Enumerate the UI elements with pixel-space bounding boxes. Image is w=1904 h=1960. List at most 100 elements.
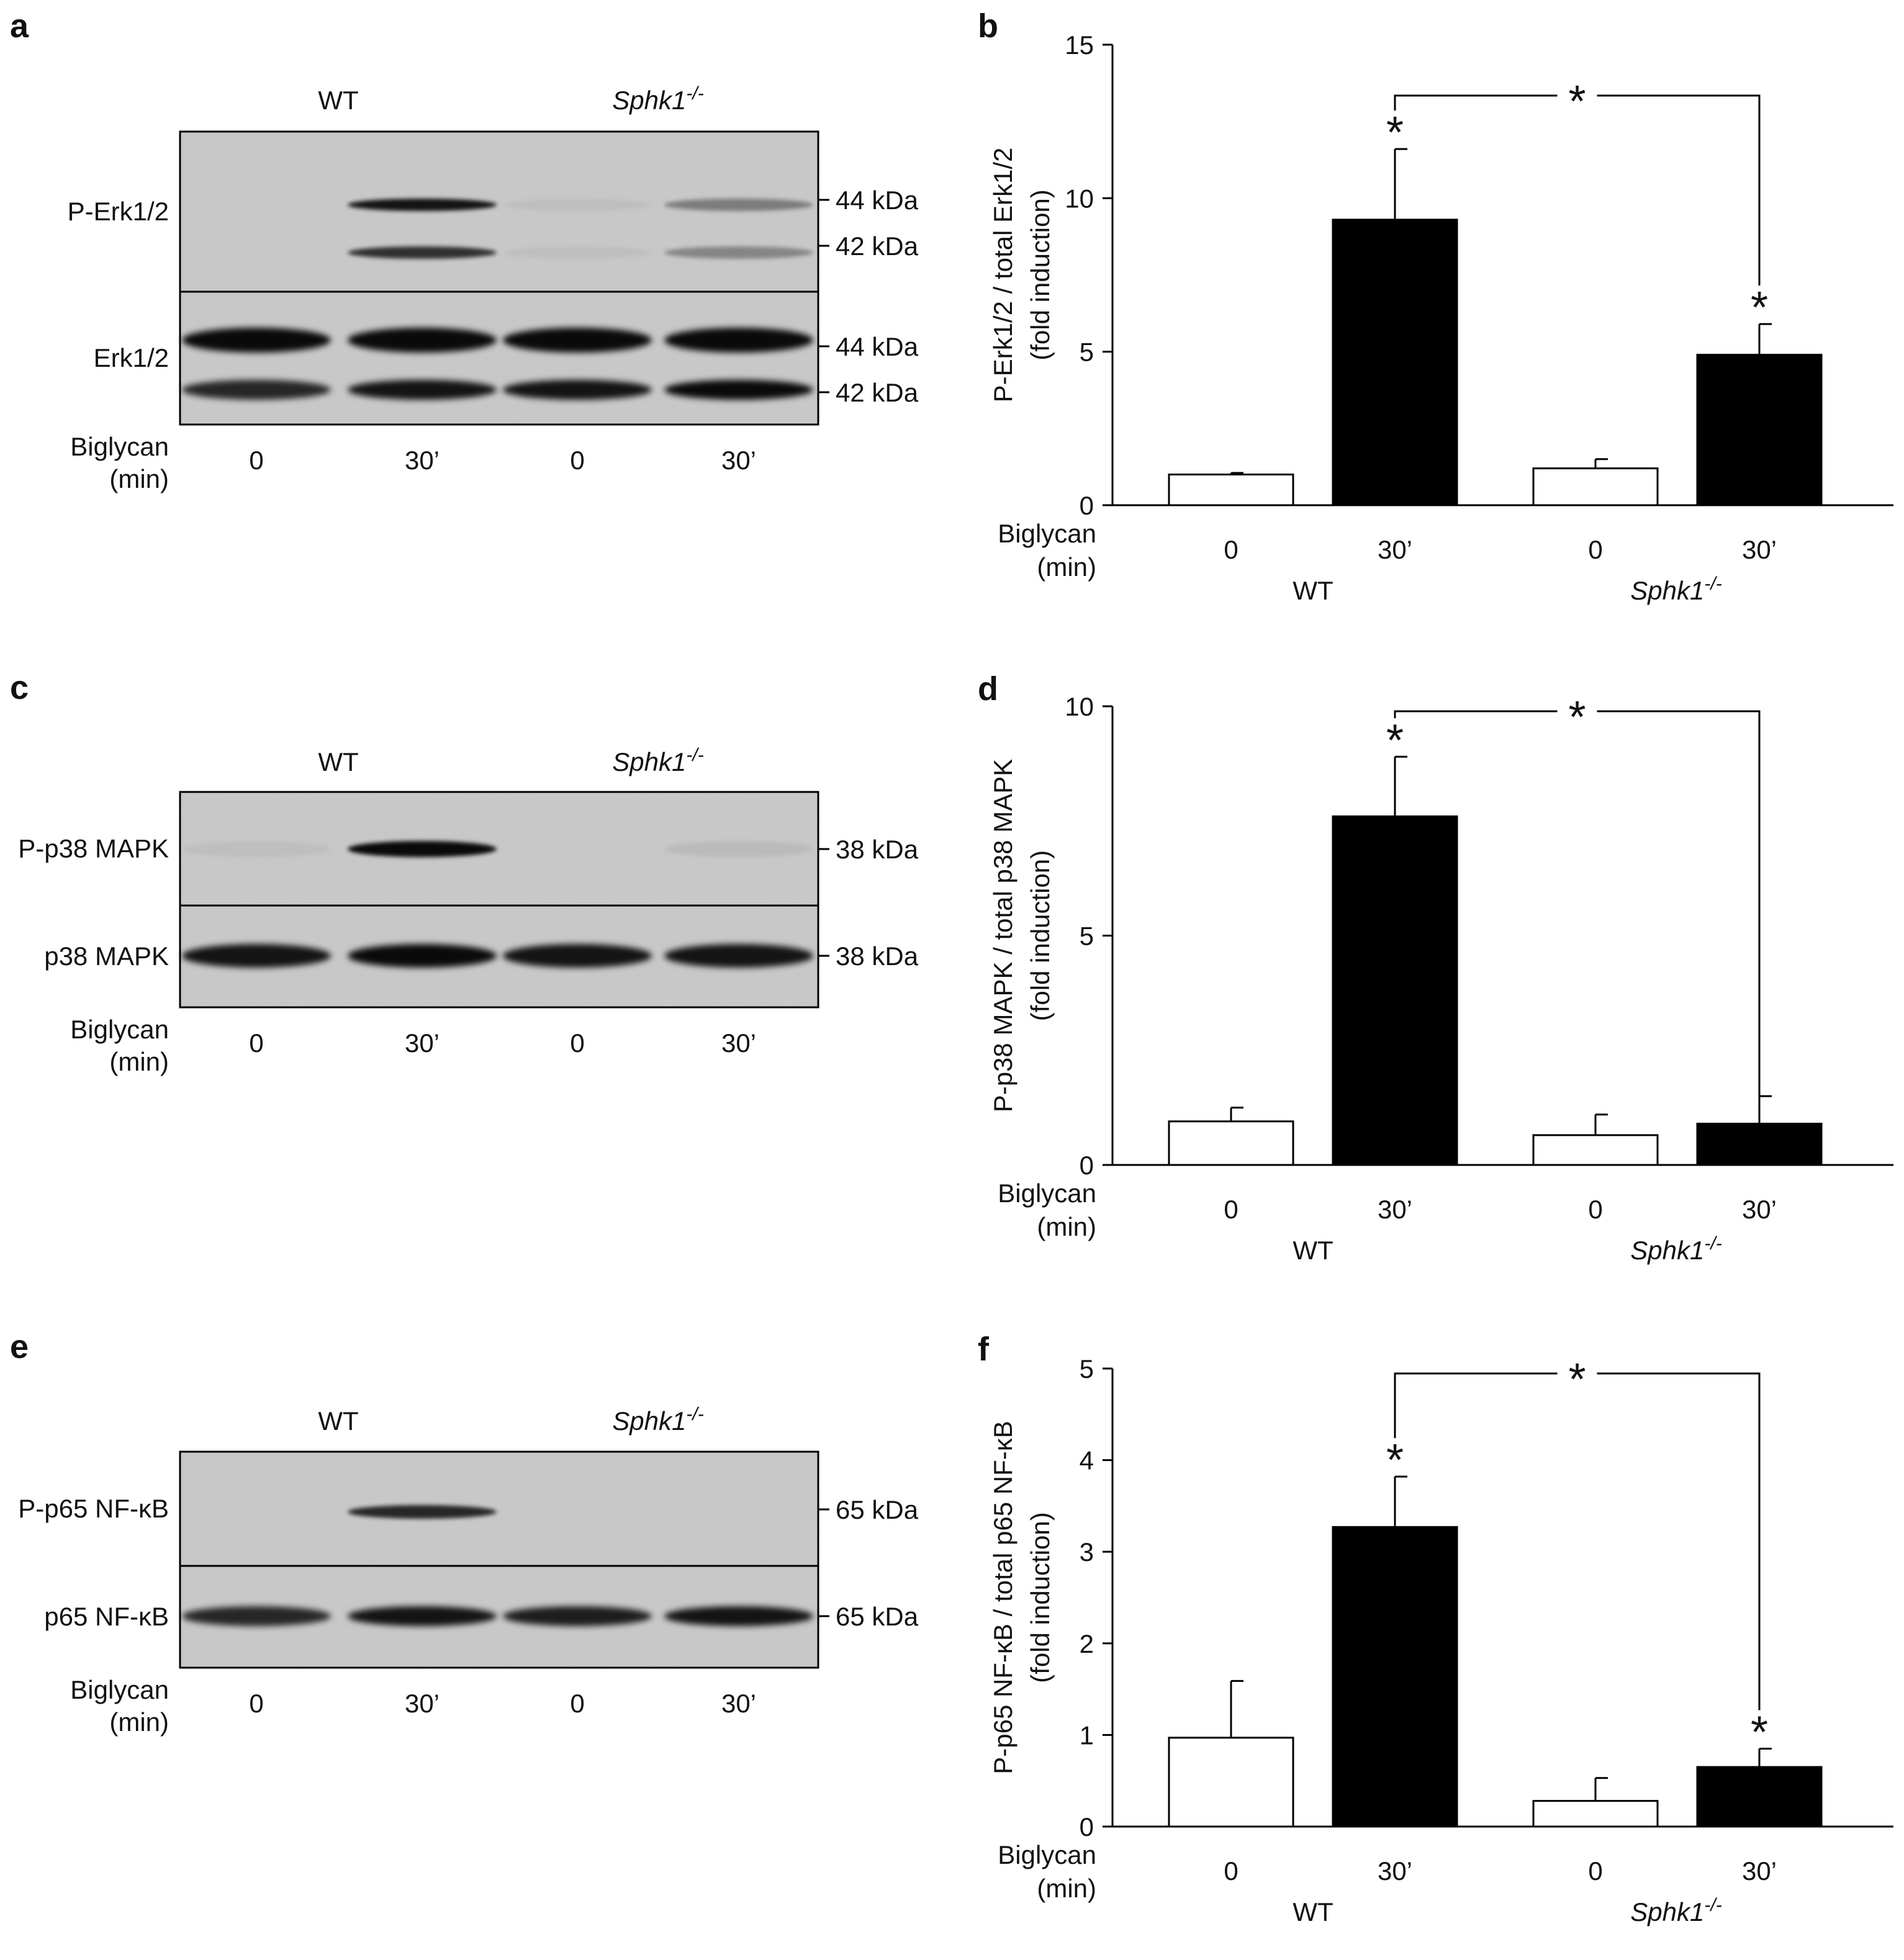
blot-band <box>348 199 497 211</box>
strip-label-phospho: P-p65 NF-κB <box>18 1494 169 1523</box>
group-label-wt: WT <box>318 86 358 115</box>
x-tick-label: 0 <box>1588 1195 1602 1224</box>
y-axis-label: P-Erk1/2 / total Erk1/2 <box>988 148 1017 403</box>
x-tick-label: 30’ <box>1378 1856 1412 1886</box>
blot-band <box>348 841 497 857</box>
group-label-wt: WT <box>1293 1897 1333 1926</box>
treatment-unit: (min) <box>1037 1874 1096 1903</box>
x-tick-label: 0 <box>1588 535 1602 564</box>
y-tick-label: 0 <box>1080 491 1094 520</box>
treatment-label: Biglycan <box>998 1840 1096 1869</box>
blot-band <box>348 1606 497 1626</box>
y-tick-label: 3 <box>1080 1537 1094 1567</box>
blot-band <box>182 841 331 857</box>
group-label-sphk1-main: Sphk1 <box>1630 1236 1704 1265</box>
strip-total <box>179 290 819 426</box>
strip-phospho <box>179 1450 819 1567</box>
chart-f: f 0 1 2 3 4 5 P-p65 NF-κB / total p65 NF-κB (fol… <box>978 1331 1893 1926</box>
blot-band <box>348 246 497 259</box>
y-axis-label-unit: (fold induction) <box>1026 850 1055 1021</box>
treatment-label: Biglycan <box>70 432 169 461</box>
y-tick-label: 1 <box>1080 1720 1094 1750</box>
treatment-unit: (min) <box>1037 1212 1096 1241</box>
blot-band <box>503 1606 652 1626</box>
y-axis-label-unit: (fold induction) <box>1026 1512 1055 1683</box>
y-tick-label: 4 <box>1080 1446 1094 1475</box>
bracket-gap <box>1557 83 1597 108</box>
blot-band <box>348 328 497 353</box>
blot-band <box>182 944 331 968</box>
lane-label: 30’ <box>405 446 440 475</box>
strip-label-phospho: P-p38 MAPK <box>18 834 169 863</box>
treatment-label: Biglycan <box>998 519 1096 548</box>
lane-label: 30’ <box>721 1028 756 1058</box>
group-label-wt: WT <box>1293 576 1333 605</box>
blot-band <box>348 380 497 400</box>
bar <box>1532 467 1659 506</box>
strip-label-total: Erk1/2 <box>94 343 169 372</box>
bar <box>1168 1737 1294 1828</box>
strip-label-total: p65 NF-κB <box>44 1602 169 1631</box>
blot-band <box>664 1606 813 1626</box>
blot-band <box>503 380 652 400</box>
marker-label: 44 kDa <box>836 332 919 361</box>
group-label-sphk1-main: Sphk1 <box>612 1406 686 1436</box>
blot-band <box>503 944 652 968</box>
bracket-gap <box>1557 699 1597 724</box>
panel-letter-f: f <box>978 1331 990 1368</box>
group-label-sphk1-main: Sphk1 <box>612 747 686 776</box>
y-tick-label: 10 <box>1065 692 1094 721</box>
marker-label: 44 kDa <box>836 186 919 215</box>
strip-total <box>179 904 819 1009</box>
lane-label: 30’ <box>405 1689 440 1718</box>
treatment-label: Biglycan <box>998 1179 1096 1208</box>
bar <box>1532 1800 1659 1828</box>
blot-band <box>664 246 813 259</box>
y-axis-label-unit: (fold induction) <box>1026 189 1055 360</box>
group-label-sphk1-superscript: -/- <box>1704 1233 1721 1254</box>
significance-star: * <box>1386 108 1404 158</box>
blot-band <box>664 944 813 968</box>
treatment-label: Biglycan <box>70 1015 169 1044</box>
panel-letter-a: a <box>10 7 29 45</box>
bar <box>1332 815 1458 1166</box>
x-tick-label: 30’ <box>1742 1856 1777 1886</box>
bar <box>1332 218 1458 506</box>
x-tick-label: 30’ <box>1742 535 1777 564</box>
group-label-sphk1: Sphk1-/- <box>1630 573 1721 605</box>
x-tick-label: 30’ <box>1378 1195 1412 1224</box>
lane-label: 0 <box>570 1689 584 1718</box>
group-label-sphk1: Sphk1-/- <box>1630 1895 1721 1926</box>
treatment-unit: (min) <box>109 1047 169 1076</box>
group-label-sphk1-superscript: -/- <box>1704 573 1721 594</box>
panel-letter-c: c <box>10 669 29 706</box>
strip-phospho <box>179 130 819 293</box>
x-tick-label: 0 <box>1224 1856 1238 1886</box>
blot-band <box>664 328 813 353</box>
panel-letter-b: b <box>978 7 998 45</box>
x-tick-label: 0 <box>1224 1195 1238 1224</box>
group-label-sphk1-superscript: -/- <box>686 745 703 765</box>
significance-star: * <box>1386 716 1404 765</box>
treatment-unit: (min) <box>109 1707 169 1737</box>
x-tick-label: 0 <box>1588 1856 1602 1886</box>
strip-label-phospho: P-Erk1/2 <box>68 197 169 226</box>
x-tick-label: 30’ <box>1378 535 1412 564</box>
blot-band <box>503 199 652 211</box>
marker-label: 42 kDa <box>836 378 919 407</box>
group-label-sphk1-superscript: -/- <box>1704 1895 1721 1915</box>
blot-band <box>348 1505 497 1519</box>
group-label-sphk1-superscript: -/- <box>686 83 703 104</box>
bar <box>1168 1120 1294 1166</box>
treatment-label: Biglycan <box>70 1675 169 1704</box>
bar <box>1696 1122 1823 1166</box>
blot-band <box>664 199 813 211</box>
group-label-wt: WT <box>1293 1236 1333 1265</box>
bar <box>1332 1526 1458 1828</box>
strip-total-grain <box>180 292 818 425</box>
lane-label: 30’ <box>721 446 756 475</box>
marker-label: 65 kDa <box>836 1602 919 1631</box>
group-label-sphk1-superscript: -/- <box>686 1404 703 1424</box>
treatment-unit: (min) <box>109 464 169 493</box>
